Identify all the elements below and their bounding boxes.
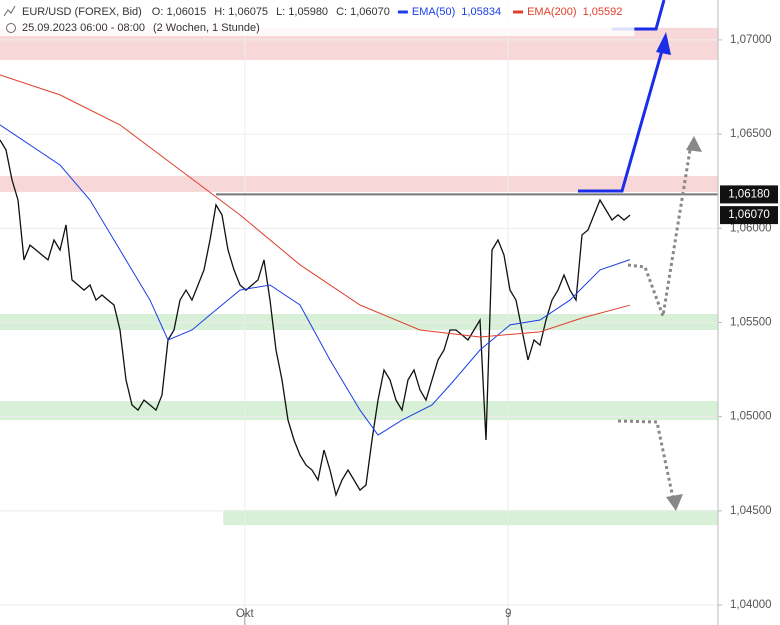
- y-tick-label: 1,04000: [730, 599, 772, 611]
- y-tick-label: 1,07000: [730, 34, 772, 46]
- legend-value: 1,05592: [583, 6, 623, 18]
- price-label-box: [720, 206, 778, 225]
- zone: [0, 175, 718, 192]
- legend-label: EMA(200): [527, 6, 577, 18]
- grid: [0, 0, 722, 625]
- y-tick-label: 1,05500: [730, 317, 772, 329]
- blue-arrow-head: [656, 32, 671, 55]
- price-line: [0, 139, 631, 498]
- chart-period: (2 Wochen, 1 Stunde): [153, 22, 260, 34]
- gray-arrow-down: [617, 419, 675, 499]
- header-bg: [0, 0, 635, 36]
- price-label: 1,06180: [728, 188, 770, 200]
- price-label: 1,06070: [728, 209, 770, 221]
- ema-line: [0, 74, 631, 338]
- legend-value: 1,05834: [461, 6, 501, 18]
- price-label-box: [720, 185, 778, 204]
- chart-icon: [3, 5, 16, 17]
- ohlc-value: H: 1,06075: [214, 6, 268, 18]
- legend-label: EMA(50): [412, 6, 455, 18]
- ohlc-value: L: 1,05980: [276, 6, 328, 18]
- zone: [223, 510, 718, 526]
- y-tick-label: 1,06000: [730, 222, 772, 234]
- gray-arrow-up-head: [686, 136, 702, 152]
- y-tick-label: 1,06500: [730, 128, 772, 140]
- blue-arrow: [578, 39, 667, 193]
- chart-subtitle: 25.09.2023 06:00 - 08:00: [22, 22, 145, 34]
- lines: [0, 74, 718, 498]
- zone: [0, 401, 718, 421]
- gray-arrow-up: [627, 149, 692, 322]
- chart-title: EUR/USD (FOREX, Bid): [22, 6, 142, 18]
- ema-line: [0, 124, 631, 436]
- ohlc-value: C: 1,06070: [336, 6, 390, 18]
- labels: 1,04000 1,04500 1,05000 1,05500 1,06000 1,065…: [236, 34, 778, 620]
- y-tick-label: 1,05000: [730, 411, 772, 423]
- gray-arrow-down-head: [666, 494, 683, 511]
- x-tick-label: Okt: [236, 608, 255, 620]
- clock-icon: [6, 23, 16, 33]
- x-tick-label: 9: [505, 608, 511, 620]
- header: EUR/USD (FOREX, Bid) O: 1,06015 H: 1,06075…: [0, 0, 635, 36]
- ohlc-value: O: 1,06015: [152, 6, 206, 18]
- y-tick-label: 1,04500: [730, 505, 772, 517]
